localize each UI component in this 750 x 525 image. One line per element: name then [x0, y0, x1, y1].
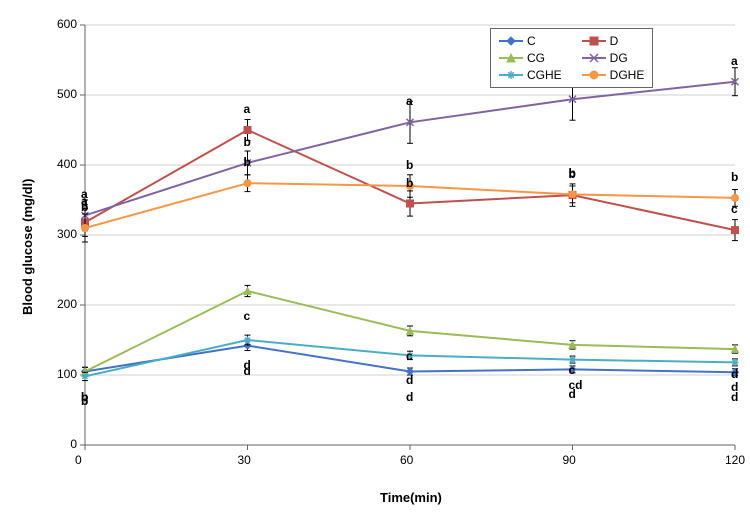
significance-letter: b: [244, 135, 251, 149]
significance-letter: c: [406, 349, 413, 363]
significance-letter: a: [731, 54, 738, 68]
significance-letter: d: [406, 373, 413, 387]
significance-letter: c: [244, 309, 251, 323]
x-tick-label: 0: [75, 453, 82, 467]
x-tick-label: 30: [238, 453, 251, 467]
significance-letter: b: [244, 155, 251, 169]
y-axis-label: Blood glucose (mg/dl): [20, 179, 35, 316]
significance-letter: b: [81, 394, 88, 408]
significance-letter: d: [244, 358, 251, 372]
legend-item-CG: CG: [499, 51, 562, 65]
significance-letter: cd: [569, 378, 583, 392]
significance-letter: b: [731, 170, 738, 184]
y-tick-label: 200: [57, 297, 77, 311]
significance-letter: b: [569, 166, 576, 180]
legend-label: D: [610, 34, 619, 48]
legend-label: C: [527, 34, 536, 48]
y-tick-label: 300: [57, 227, 77, 241]
y-tick-label: 100: [57, 367, 77, 381]
legend-item-D: D: [582, 34, 645, 48]
significance-letter: c: [569, 363, 576, 377]
significance-letter: d: [406, 390, 413, 404]
legend-label: DGHE: [610, 68, 645, 82]
significance-letter: b: [406, 176, 413, 190]
x-axis-label: Time(min): [380, 490, 442, 505]
legend-item-CGHE: CGHE: [499, 68, 562, 82]
significance-letter: d: [731, 380, 738, 394]
legend: C D CG DG CGHE DGHE: [490, 28, 653, 88]
chart-container: 0 100 200 300 400 500 600 0 30 60 90 120 Blood gluco…: [0, 0, 750, 525]
x-tick-label: 120: [725, 453, 745, 467]
y-tick-label: 500: [57, 87, 77, 101]
legend-item-DG: DG: [582, 51, 645, 65]
x-tick-label: 60: [400, 453, 413, 467]
legend-label: CG: [527, 51, 545, 65]
y-tick-label: 0: [70, 437, 77, 451]
legend-label: DG: [610, 51, 628, 65]
significance-letter: b: [406, 158, 413, 172]
legend-label: CGHE: [527, 68, 562, 82]
y-tick-label: 600: [57, 17, 77, 31]
y-tick-label: 400: [57, 157, 77, 171]
x-tick-label: 90: [563, 453, 576, 467]
significance-letter: a: [406, 94, 413, 108]
significance-letter: d: [731, 367, 738, 381]
significance-letter: b: [81, 200, 88, 214]
significance-letter: a: [244, 102, 251, 116]
significance-letter: c: [731, 202, 738, 216]
legend-item-C: C: [499, 34, 562, 48]
legend-item-DGHE: DGHE: [582, 68, 645, 82]
